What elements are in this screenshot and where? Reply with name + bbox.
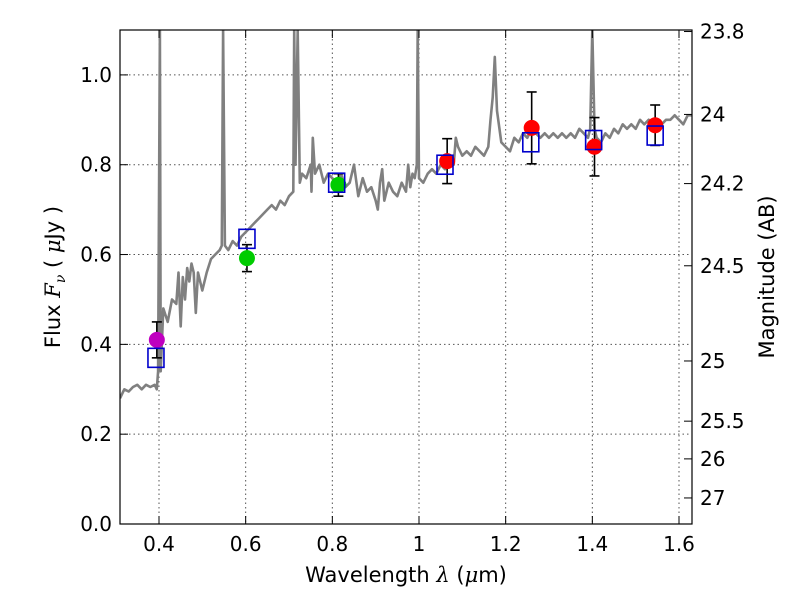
plot-frame bbox=[119, 29, 693, 525]
observed-point bbox=[523, 119, 540, 136]
x-tick-label: 0.4 bbox=[143, 532, 175, 556]
model-photometry-point bbox=[521, 131, 540, 153]
y2-tick-label: 23.8 bbox=[700, 20, 745, 44]
y-axis-title: Flux Fν ( μJy ) bbox=[41, 206, 69, 348]
observed-point bbox=[238, 250, 255, 267]
x-tick-label: 0.8 bbox=[316, 532, 348, 556]
observed-point bbox=[330, 176, 347, 193]
x-tick-label: 1.4 bbox=[576, 532, 608, 556]
observed-point bbox=[148, 331, 165, 348]
model-photometry-point bbox=[147, 347, 165, 369]
observed-point bbox=[647, 117, 664, 134]
observed-point bbox=[586, 138, 603, 155]
observed-point bbox=[439, 153, 456, 170]
observed-points bbox=[148, 117, 664, 348]
y-tick-label: 0.6 bbox=[80, 243, 112, 267]
y2-tick-label: 24.2 bbox=[700, 172, 745, 196]
x-tick-label: 0.6 bbox=[230, 532, 262, 556]
axis-ticks bbox=[120, 30, 692, 525]
y-tick-label: 0.8 bbox=[80, 153, 112, 177]
model-photometry-point bbox=[436, 154, 454, 176]
model-spectrum bbox=[120, 30, 692, 399]
model-photometry-point bbox=[238, 228, 256, 250]
spectrum-line bbox=[120, 30, 692, 399]
y2-tick-label: 27 bbox=[700, 486, 725, 510]
x-tick-label: 1 bbox=[413, 532, 426, 556]
y-tick-label: 1.0 bbox=[80, 63, 112, 87]
model-photometry-points bbox=[147, 125, 664, 369]
y2-tick-label: 25 bbox=[700, 349, 725, 373]
y2-tick-label: 24.5 bbox=[700, 254, 745, 278]
x-axis-title: Wavelength λ (μm) bbox=[305, 563, 507, 587]
y-tick-label: 0.4 bbox=[80, 332, 112, 356]
y2-axis-title: Magnitude (AB) bbox=[755, 195, 779, 358]
tick-labels: 0.4 0.6 0.8 1 1.2 1.4 1.6 0.0 0.2 0.4 0.6 0.8 1.0 23.… bbox=[80, 20, 744, 556]
model-photometry-point bbox=[327, 172, 346, 193]
x-tick-label: 1.6 bbox=[663, 532, 695, 556]
model-photometry-point bbox=[646, 125, 664, 146]
y2-tick-label: 24 bbox=[700, 102, 725, 126]
y2-tick-label: 25.5 bbox=[700, 409, 745, 433]
y-tick-label: 0.2 bbox=[80, 422, 112, 446]
y2-tick-label: 26 bbox=[700, 447, 725, 471]
y-tick-label: 0.0 bbox=[80, 512, 112, 536]
model-photometry-point bbox=[584, 129, 603, 151]
x-tick-label: 1.2 bbox=[490, 532, 522, 556]
